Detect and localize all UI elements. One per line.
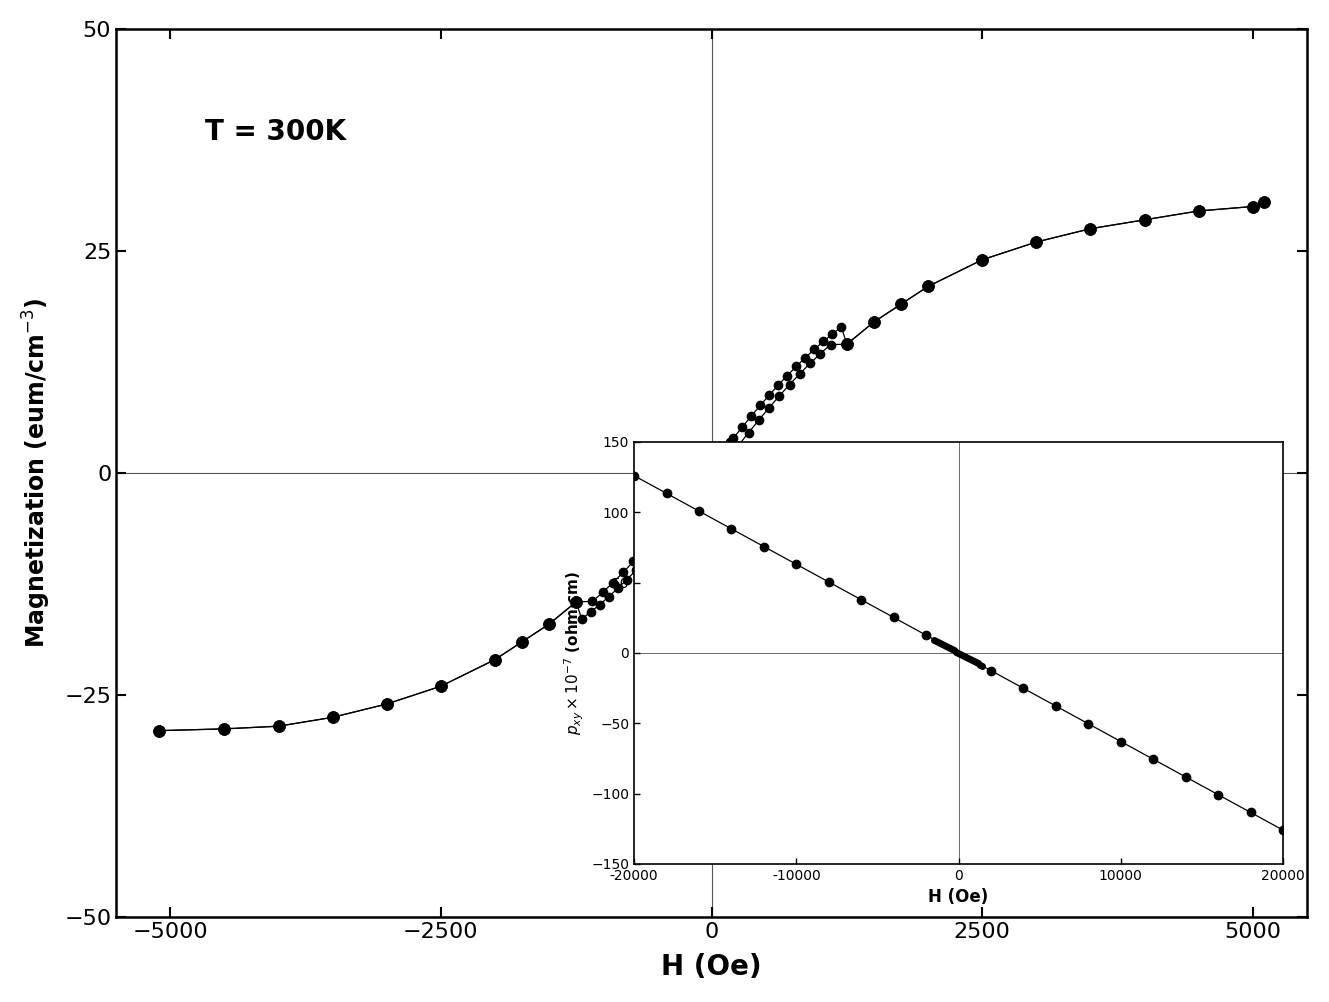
X-axis label: H (Oe): H (Oe) bbox=[662, 953, 762, 981]
Text: T = 300K: T = 300K bbox=[206, 117, 347, 145]
Y-axis label: Magnetization (eum/cm$^{-3}$): Magnetization (eum/cm$^{-3}$) bbox=[21, 298, 53, 648]
